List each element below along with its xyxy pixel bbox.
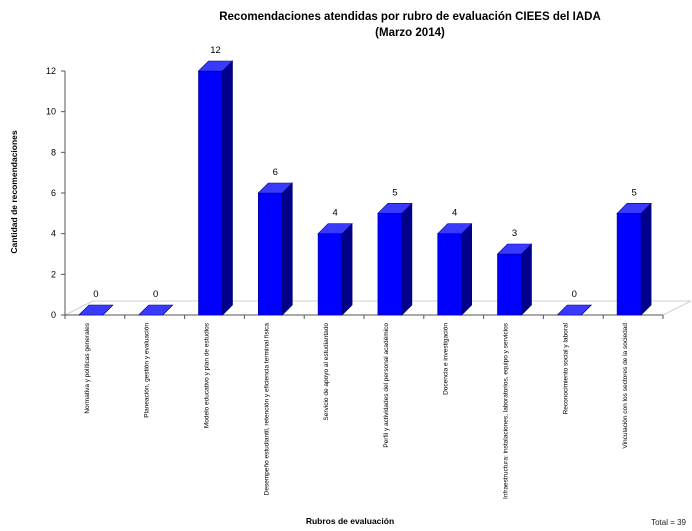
data-label: 0: [572, 289, 577, 300]
bar-front: [377, 213, 403, 316]
bar-side: [401, 202, 413, 316]
value-labels: 0 0 12 6 4 5 4 3 0 5: [93, 45, 636, 300]
bar-front: [198, 70, 223, 316]
bars: [78, 60, 652, 316]
x-axis-label: Rubros de evaluación: [305, 516, 395, 526]
category-label: Servicio de apoyo al estudiantado: [323, 323, 330, 421]
category-labels: Normativa y políticas generales Planeació…: [84, 322, 629, 499]
bar-side: [521, 243, 532, 316]
bar-front: [497, 253, 522, 316]
y-tick-label: 12: [46, 66, 56, 76]
category-label: Infraestructura: instalaciones, laborato…: [503, 322, 510, 499]
bar: [317, 222, 353, 316]
bar-top: [257, 182, 294, 194]
data-label: 5: [631, 187, 636, 198]
bar-side: [281, 182, 293, 316]
bar: [137, 304, 174, 316]
bar-front: [317, 233, 343, 316]
bar: [556, 304, 593, 316]
bar: [197, 60, 234, 316]
data-label: 12: [210, 45, 221, 56]
bar: [377, 202, 413, 316]
bar: [436, 222, 473, 316]
category-label: Vinculación con los sectores de la socie…: [622, 323, 629, 449]
y-tick-label: 4: [51, 229, 56, 239]
bar: [496, 243, 533, 316]
bar-top: [137, 304, 174, 316]
y-tick-label: 6: [51, 188, 56, 198]
bar-top: [496, 243, 533, 255]
category-label: Planeación, gestión y evaluación: [144, 323, 151, 418]
bar-top: [78, 304, 114, 316]
data-label: 5: [392, 187, 397, 198]
y-tick-label: 2: [51, 269, 56, 279]
data-label: 4: [332, 208, 337, 219]
y-tick-label: 8: [51, 147, 56, 157]
category-label: Docencia e investigación: [443, 323, 450, 395]
bar-side: [222, 60, 233, 316]
total-label: Total = 39: [651, 518, 686, 527]
bar-front: [616, 213, 642, 316]
data-label: 3: [512, 228, 517, 239]
category-label: Modelo educativo y plan de estudios: [204, 322, 211, 428]
axes: 0 2 4 6 8 10 12: [46, 66, 692, 320]
chart-subtitle: (Marzo 2014): [375, 27, 445, 39]
bar-side: [640, 202, 652, 316]
bar-top: [197, 60, 234, 72]
bar-top: [317, 223, 353, 234]
data-label: 4: [452, 208, 457, 219]
chart-title: Recomendaciones atendidas por rubro de e…: [219, 11, 601, 23]
bar-top: [556, 304, 593, 316]
bar-top: [377, 203, 413, 214]
bar: [257, 182, 294, 316]
data-label: 0: [93, 289, 98, 300]
data-label: 0: [153, 289, 158, 300]
bar: [78, 304, 114, 316]
bar: [616, 202, 652, 316]
data-label: 6: [273, 167, 278, 178]
bar-front: [257, 192, 283, 316]
category-label: Normativa y políticas generales: [84, 322, 91, 413]
bar-front: [437, 233, 463, 316]
bar-top: [616, 203, 652, 214]
y-tick-label: 10: [46, 107, 56, 117]
category-label: Desempeño estudiantil, retención y efici…: [263, 323, 270, 496]
y-tick-label: 0: [51, 310, 56, 320]
category-label: Perfil y actividades del personal académ…: [383, 323, 390, 448]
category-label: Reconocimiento social y laboral: [562, 322, 569, 414]
bar-side: [461, 222, 473, 316]
bar-side: [341, 222, 353, 316]
bar-top: [436, 223, 473, 234]
